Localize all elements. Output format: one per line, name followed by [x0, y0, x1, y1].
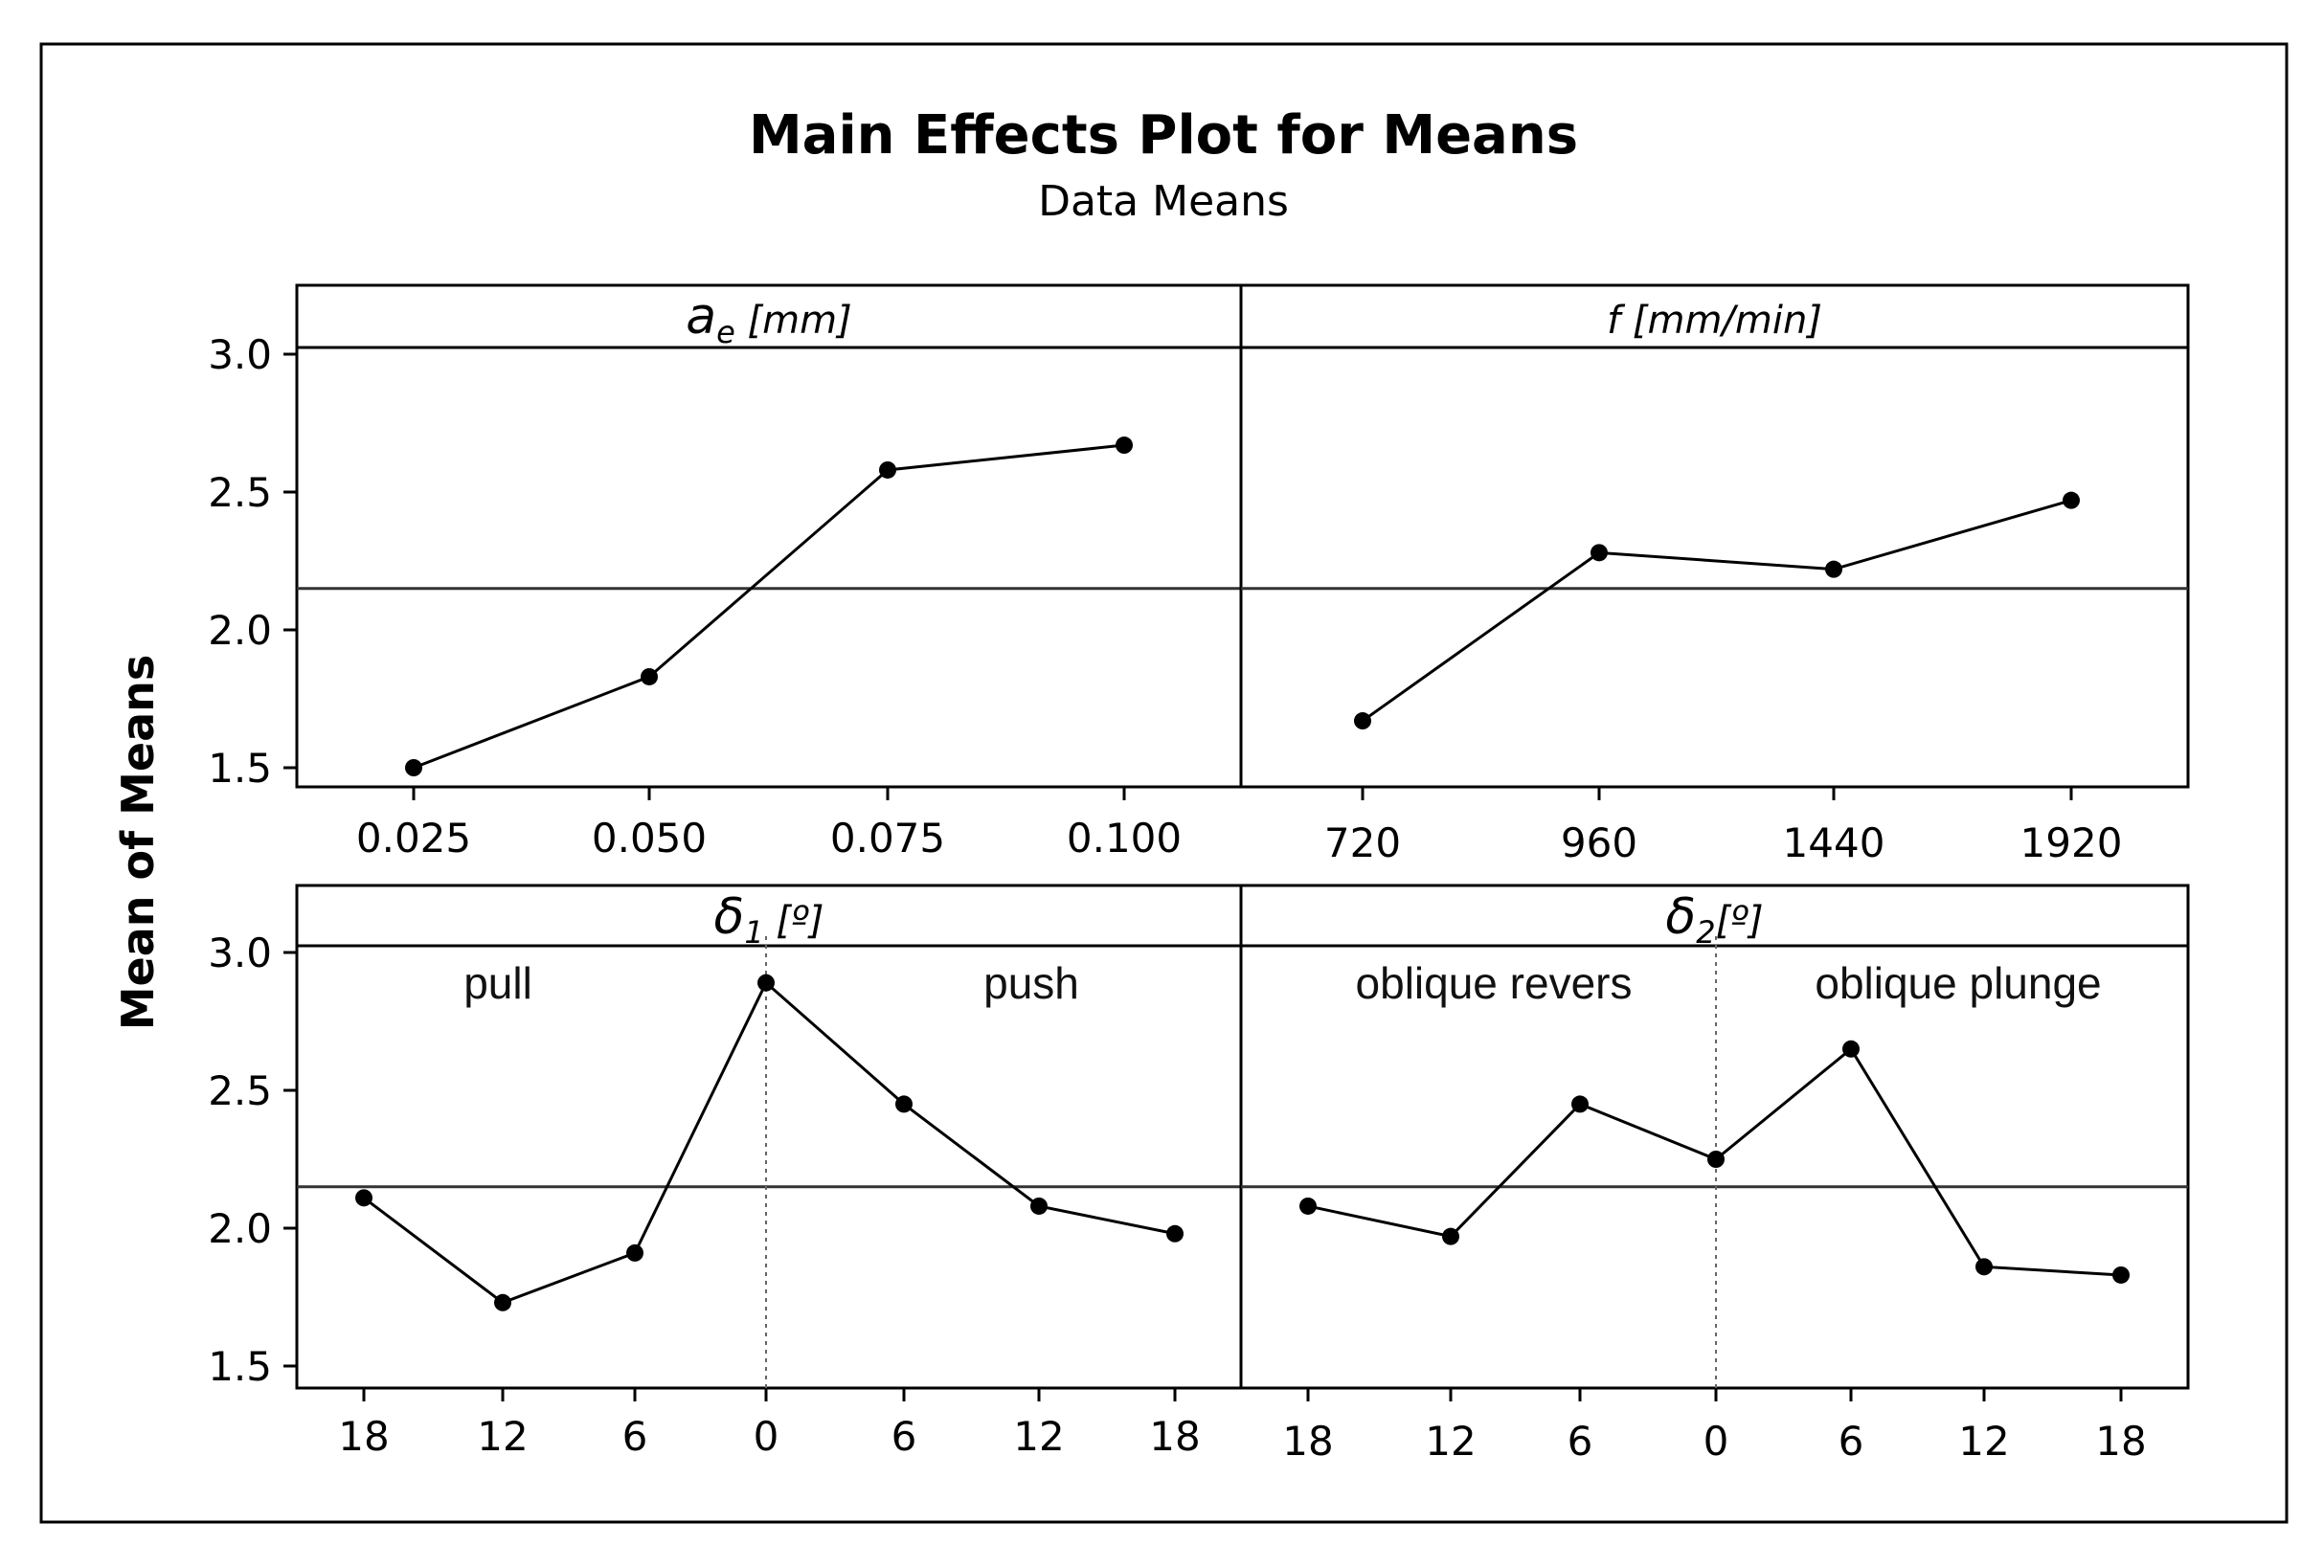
x-tick-label: 6 [891, 1413, 917, 1460]
region-label-left: pull [463, 958, 532, 1008]
data-point [626, 1243, 643, 1262]
x-tick-label: 0.025 [356, 815, 471, 862]
x-tick-label: 18 [1282, 1418, 1333, 1465]
x-tick-label: 6 [1568, 1418, 1593, 1465]
region-label-right: push [983, 958, 1079, 1008]
x-tick-label: 0.100 [1067, 815, 1182, 862]
data-point [641, 667, 658, 685]
panel-title: ae [mm] [686, 288, 851, 350]
chart-subtitle: Data Means [1038, 177, 1289, 226]
data-point [757, 974, 775, 992]
data-point [1707, 1151, 1725, 1168]
y-tick-label: 2.0 [208, 1205, 272, 1252]
series-line [413, 443, 1125, 770]
data-point [494, 1293, 511, 1311]
x-tick-label: 18 [338, 1413, 389, 1460]
x-tick-label: 0 [754, 1413, 779, 1460]
panel-frame [1239, 283, 2190, 789]
data-point [1116, 437, 1133, 455]
x-tick-label: 12 [1958, 1418, 2009, 1465]
panel-title: δ2[º] [1665, 888, 1763, 951]
data-point [355, 1189, 372, 1207]
region-label-left: oblique revers [1356, 958, 1633, 1008]
panel-bottom-left: δ1 [º] 1.5 2.0 2.5 3.0 18 12 6 0 6 12 18 pull push [208, 884, 1243, 1460]
panel-top-right: f [mm/min] 720 960 1440 1920 [1239, 283, 2190, 866]
figure-border [39, 42, 2289, 1524]
panel-bottom-right: δ2[º] 18 12 6 0 6 12 18 oblique revers oblique pl… [1239, 884, 2190, 1465]
x-tick-label: 960 [1561, 819, 1637, 866]
data-point [1591, 544, 1608, 562]
data-point [879, 460, 896, 479]
data-point [1825, 560, 1842, 578]
data-point [895, 1095, 913, 1113]
y-tick-label: 1.5 [208, 1343, 272, 1390]
y-tick-label: 2.5 [208, 1067, 272, 1114]
y-axis-label: Mean of Means [112, 655, 164, 1031]
y-tick-label: 2.0 [208, 607, 272, 654]
x-tick-label: 1440 [1783, 819, 1885, 866]
panels: ae [mm] 1.5 2.0 2.5 3.0 0.025 0.050 0.075 0.100 f… [208, 283, 2190, 1465]
data-point [1299, 1197, 1317, 1215]
x-tick-label: 1920 [2020, 819, 2123, 866]
panel-title: f [mm/min] [1607, 299, 1822, 343]
region-label-right: oblique plunge [1815, 958, 2101, 1008]
panel-top-left: ae [mm] 1.5 2.0 2.5 3.0 0.025 0.050 0.075 0.100 [208, 283, 1243, 862]
x-tick-label: 12 [1425, 1418, 1476, 1465]
data-point [2112, 1266, 2130, 1284]
data-point [1975, 1258, 1993, 1276]
x-tick-label: 18 [2095, 1418, 2146, 1465]
y-tick-label: 2.5 [208, 469, 272, 516]
x-tick-label: 18 [1149, 1413, 1200, 1460]
x-tick-label: 6 [1839, 1418, 1864, 1465]
x-tick-label: 12 [477, 1413, 528, 1460]
x-tick-label: 0.075 [830, 815, 945, 862]
x-tick-label: 6 [622, 1413, 648, 1460]
y-tick-label: 1.5 [208, 745, 272, 792]
x-tick-label: 720 [1324, 819, 1401, 866]
data-point [1030, 1197, 1048, 1215]
y-tick-label: 3.0 [208, 930, 272, 976]
data-point [1571, 1095, 1589, 1113]
data-point [2063, 491, 2080, 509]
series-line [1362, 499, 2072, 723]
x-tick-label: 0 [1704, 1418, 1729, 1465]
data-point [1842, 1040, 1860, 1058]
chart-title: Main Effects Plot for Means [749, 104, 1578, 167]
x-tick-label: 0.050 [592, 815, 707, 862]
data-point [1166, 1224, 1184, 1243]
data-point [1442, 1227, 1459, 1245]
data-point [1354, 712, 1371, 730]
panel-title: δ1 [º] [714, 888, 824, 951]
y-tick-label: 3.0 [208, 331, 272, 378]
x-tick-label: 12 [1013, 1413, 1064, 1460]
data-point [405, 759, 422, 776]
